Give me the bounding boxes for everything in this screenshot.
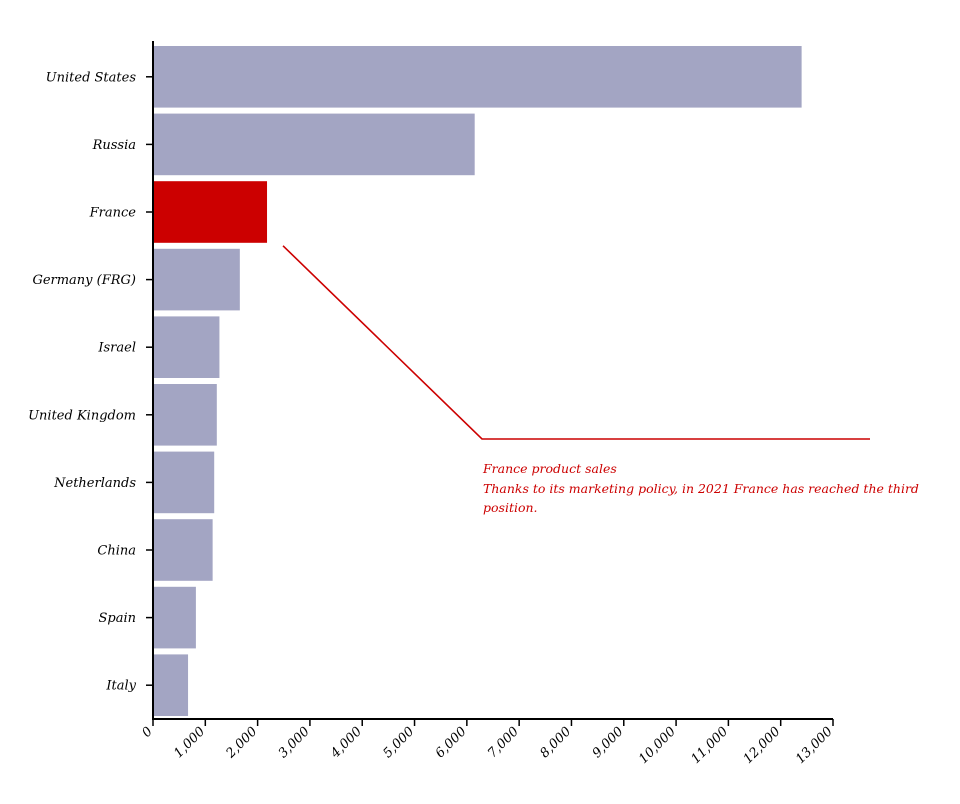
bar-united-kingdom	[154, 384, 217, 446]
x-tick-label-6: 6,000	[433, 724, 470, 761]
bar-france	[154, 181, 268, 243]
bar-netherlands	[154, 451, 215, 514]
y-tick-label-russia: Russia	[92, 138, 136, 153]
x-tick-label-3: 3,000	[276, 724, 313, 761]
bar-italy	[154, 654, 189, 716]
x-axis: 0 1,000 2,000 3,000 4,000 5,000 6,000 7,000 8,00…	[139, 718, 836, 767]
annotation-body-line-1: Thanks to its marketing policy, in 2021 …	[483, 481, 919, 496]
y-axis: United States Russia France Germany (FRG) Is…	[28, 41, 154, 720]
bar-united-states	[154, 46, 802, 108]
x-tick-label-4: 4,000	[327, 724, 365, 762]
y-tick-label-china: China	[97, 544, 136, 559]
y-tick-label-france: France	[89, 206, 137, 221]
x-tick-label-2: 2,000	[223, 724, 261, 762]
x-tick-label-5: 5,000	[380, 724, 417, 761]
x-tick-label-8: 8,000	[537, 724, 574, 761]
y-tick-label-spain: Spain	[98, 611, 136, 626]
y-tick-label-united-states: United States	[46, 70, 137, 85]
y-tick-label-netherlands: Netherlands	[53, 476, 136, 491]
bars-group	[154, 46, 802, 716]
x-tick-label-0: 0	[139, 724, 155, 740]
bar-germany-frg	[154, 248, 240, 311]
bar-spain	[154, 586, 196, 649]
x-tick-label-10: 10,000	[636, 724, 679, 767]
bar-israel	[154, 316, 220, 378]
y-tick-label-israel: Israel	[97, 341, 136, 356]
y-tick-label-united-kingdom: United Kingdom	[28, 408, 136, 423]
bar-china	[154, 519, 213, 581]
annotation-body-line-2: position.	[483, 500, 538, 515]
x-tick-label-13: 13,000	[793, 724, 836, 767]
x-tick-label-9: 9,000	[590, 724, 627, 761]
annotation: France product sales Thanks to its marke…	[282, 245, 919, 515]
annotation-title: France product sales	[482, 461, 617, 476]
bar-russia	[154, 113, 475, 176]
y-tick-label-germany-frg: Germany (FRG)	[32, 273, 136, 288]
x-tick-label-11: 11,000	[688, 724, 731, 767]
x-tick-label-12: 12,000	[741, 724, 784, 767]
annotation-connector-line	[282, 245, 870, 440]
x-tick-label-7: 7,000	[485, 724, 522, 761]
y-tick-label-italy: Italy	[105, 679, 136, 694]
x-tick-label-1: 1,000	[171, 724, 208, 761]
